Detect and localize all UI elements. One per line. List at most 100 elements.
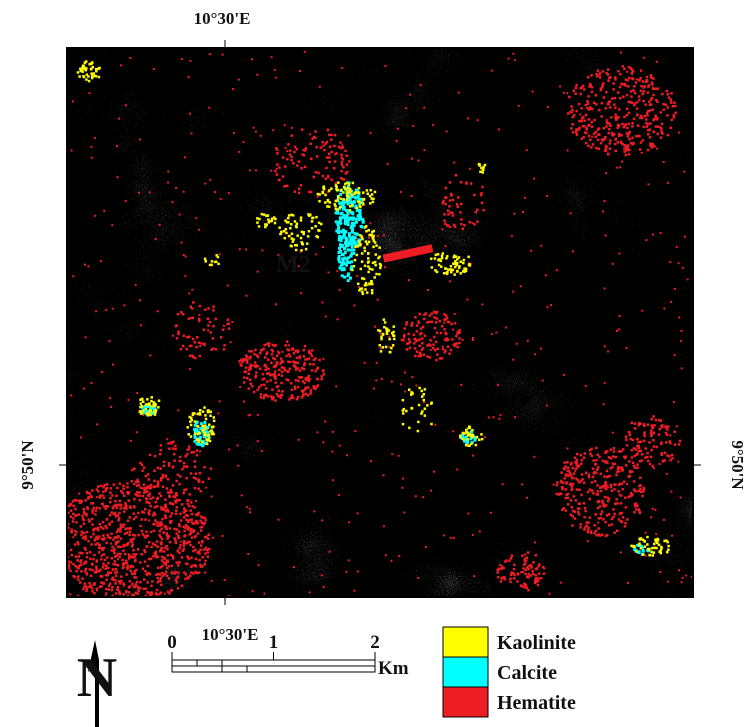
class-pixel [109, 491, 112, 494]
class-pixel [444, 203, 447, 206]
class-pixel [207, 318, 210, 321]
class-pixel [602, 518, 605, 521]
class-pixel [404, 327, 407, 330]
class-pixel [346, 212, 349, 215]
class-pixel [317, 196, 319, 198]
class-pixel [534, 574, 537, 577]
class-pixel [432, 347, 435, 350]
class-pixel [666, 473, 668, 475]
class-pixel [607, 80, 610, 83]
class-pixel [115, 507, 118, 510]
class-pixel [530, 250, 532, 252]
class-pixel [642, 553, 645, 556]
class-pixel [652, 144, 655, 147]
class-pixel [60, 520, 63, 523]
class-pixel [636, 467, 639, 470]
class-pixel [280, 394, 283, 397]
class-pixel [647, 85, 650, 88]
class-pixel [612, 463, 615, 466]
class-pixel [560, 582, 562, 584]
class-pixel [617, 124, 620, 127]
class-pixel [219, 253, 221, 255]
class-pixel [605, 125, 608, 128]
class-pixel [617, 490, 620, 493]
class-pixel [613, 532, 616, 535]
class-pixel [576, 133, 579, 136]
class-pixel [166, 438, 168, 440]
class-pixel [77, 578, 80, 581]
class-pixel [513, 568, 516, 571]
class-pixel [125, 590, 128, 593]
class-pixel [336, 212, 339, 215]
class-pixel [86, 556, 89, 559]
class-pixel [422, 496, 424, 498]
class-pixel [166, 575, 169, 578]
class-pixel [649, 103, 652, 106]
class-pixel [609, 148, 612, 151]
class-pixel [348, 261, 351, 264]
class-pixel [156, 521, 159, 524]
class-pixel [450, 537, 452, 539]
class-pixel [157, 406, 160, 409]
class-pixel [647, 548, 650, 551]
class-pixel [631, 122, 634, 125]
class-pixel [192, 550, 195, 553]
class-pixel [636, 445, 639, 448]
class-pixel [409, 347, 412, 350]
class-pixel [341, 253, 344, 256]
class-pixel [595, 131, 598, 134]
class-pixel [151, 580, 154, 583]
class-pixel [137, 590, 140, 593]
class-pixel [166, 509, 169, 512]
class-pixel [648, 441, 651, 444]
class-pixel [171, 565, 174, 568]
class-pixel [406, 348, 409, 351]
class-pixel [85, 590, 88, 593]
class-pixel [107, 571, 110, 574]
class-pixel [365, 230, 368, 233]
class-pixel [340, 198, 343, 201]
class-pixel [209, 179, 211, 181]
class-pixel [168, 535, 171, 538]
class-pixel [590, 74, 593, 77]
class-pixel [538, 572, 541, 575]
class-pixel [337, 195, 340, 198]
class-pixel [85, 499, 88, 502]
class-pixel [391, 332, 394, 335]
class-pixel [323, 149, 326, 152]
class-pixel [594, 463, 597, 466]
class-pixel [160, 449, 163, 452]
class-pixel [623, 68, 626, 71]
class-pixel [642, 126, 645, 129]
class-pixel [167, 478, 170, 481]
class-pixel [83, 519, 86, 522]
class-pixel [508, 58, 510, 60]
class-pixel [449, 280, 451, 282]
class-pixel [448, 205, 451, 208]
class-pixel [465, 444, 468, 447]
class-pixel [255, 371, 258, 374]
class-pixel [455, 174, 458, 177]
class-pixel [83, 523, 86, 526]
class-pixel [587, 540, 589, 542]
class-pixel [643, 440, 646, 443]
class-pixel [564, 477, 567, 480]
class-pixel [189, 575, 192, 578]
class-pixel [308, 230, 311, 233]
class-pixel [356, 191, 359, 194]
class-pixel [580, 93, 583, 96]
class-pixel [220, 198, 222, 200]
class-pixel [148, 520, 150, 522]
class-pixel [423, 354, 426, 357]
class-pixel [257, 440, 259, 442]
class-pixel [452, 329, 454, 331]
class-pixel [677, 461, 679, 463]
class-pixel [163, 561, 166, 564]
class-pixel [624, 84, 627, 87]
class-pixel [585, 472, 588, 475]
class-pixel [599, 72, 602, 75]
class-pixel [625, 438, 628, 441]
class-pixel [383, 234, 385, 236]
class-pixel [109, 537, 112, 540]
class-pixel [619, 512, 622, 515]
